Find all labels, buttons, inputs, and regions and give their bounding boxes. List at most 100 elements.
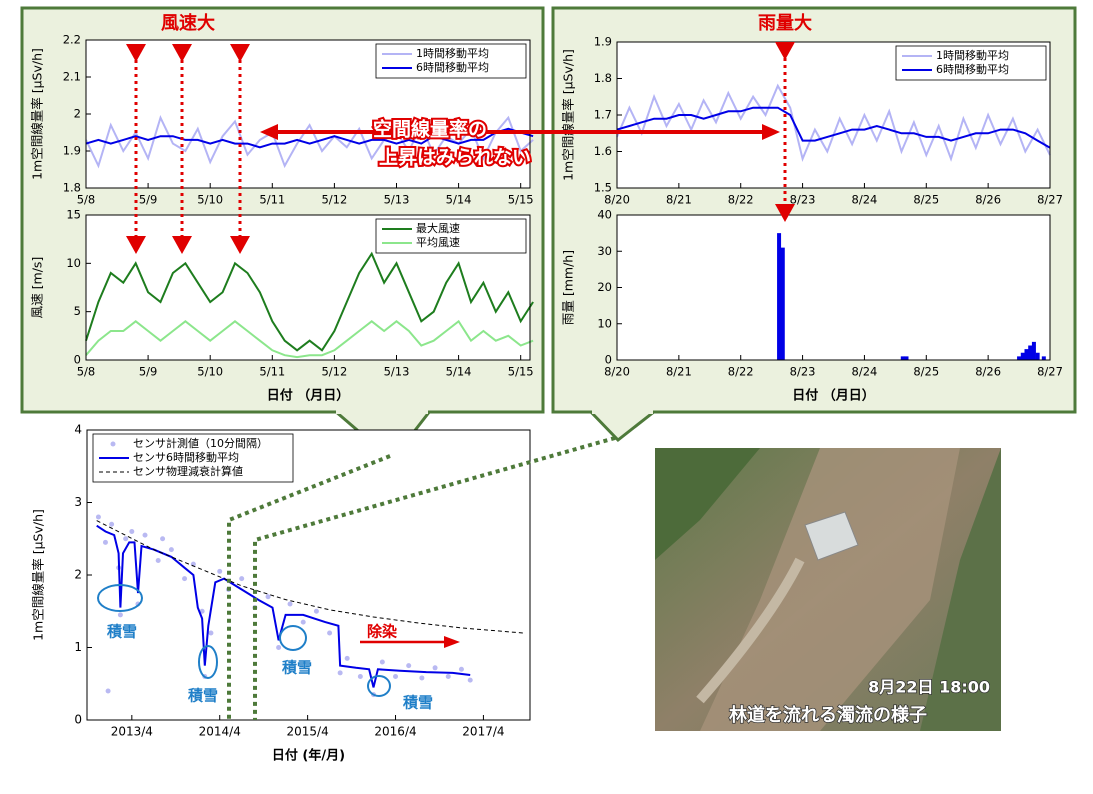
x-tick-label: 5/9 (139, 365, 158, 379)
data-point (445, 674, 451, 679)
marker-arrow (230, 44, 250, 62)
x-tick-label: 5/10 (197, 193, 223, 207)
y-tick-label: 15 (66, 208, 81, 222)
bar (777, 233, 782, 360)
x-tick-label: 5/15 (508, 365, 534, 379)
x-tick-label: 8/24 (852, 193, 878, 207)
y-axis-label: 雨量 [mm/h] (561, 250, 576, 325)
photo: 8月22日 18:00 林道を流れる濁流の様子 (655, 448, 1001, 731)
plot-marks (85, 251, 534, 359)
y-tick-label: 4 (74, 423, 82, 437)
y-tick-label: 2.1 (63, 70, 81, 84)
marker-arrow (126, 236, 146, 254)
arrow-head (762, 124, 780, 140)
series-line (96, 520, 524, 634)
y-tick-label: 5 (74, 304, 81, 318)
marker-arrow (230, 236, 250, 254)
legend-label: 平均風速 (416, 236, 460, 249)
y-tick-label: 1.7 (594, 108, 612, 122)
photo-slope (700, 448, 960, 731)
data-point (168, 547, 174, 553)
chart: 1.8 1.9 2 2.1 2.2 5/8 5/9 5/10 5/11 5/12 5/13 5/14 5… (30, 33, 534, 207)
bar (1017, 356, 1022, 360)
snow-circles (97, 584, 391, 697)
x-tick-label: 2014/4 (199, 725, 241, 739)
y-tick-label: 1.8 (594, 71, 612, 85)
x-tick-label: 8/25 (913, 193, 939, 207)
arrow-head (444, 636, 460, 648)
data-point (393, 674, 399, 679)
x-tick-label: 2015/4 (287, 725, 329, 739)
y-tick-label: 10 (597, 316, 612, 330)
y-tick-label: 20 (597, 280, 612, 294)
data-point (199, 608, 205, 614)
snow-circle (367, 675, 391, 697)
bar (1035, 352, 1040, 360)
snow-label: 積雪 (187, 687, 218, 705)
data-point (129, 529, 135, 534)
marker-arrow (775, 204, 795, 222)
x-tick-label: 5/14 (446, 365, 472, 379)
legend-label: 6時間移動平均 (936, 62, 1009, 76)
photo-trees (655, 448, 760, 560)
series-line (85, 127, 534, 149)
plot-frame (85, 39, 531, 189)
data-point (406, 663, 412, 669)
y-axis-label: 1m空間線量率 [μSv/h] (31, 509, 46, 641)
legend-label: センサ6時間移動平均 (133, 450, 239, 464)
data-point (160, 536, 166, 542)
x-tick-label: 5/14 (446, 193, 472, 207)
x-tick-label: 5/12 (321, 365, 347, 379)
y-tick-label: 10 (66, 256, 81, 270)
y-axis-label: 1m空間線量率 [μSv/h] (561, 49, 576, 181)
wind-markers (134, 58, 787, 236)
no-rise-label: 上昇はみられない (379, 147, 531, 169)
data-point (105, 688, 111, 694)
photo-vehicle (804, 511, 859, 561)
x-tick-label: 5/13 (384, 365, 410, 379)
y-tick-label: 0 (605, 353, 612, 367)
x-tick-label: 5/11 (259, 365, 285, 379)
x-tick-label: 8/23 (790, 365, 816, 379)
x-tick-label: 8/21 (666, 193, 692, 207)
data-point (109, 521, 115, 527)
rain-high-label: 雨量大 (758, 12, 812, 34)
wind-high-label: 風速大 (161, 12, 215, 34)
decon-label: 除染 (367, 623, 398, 641)
snow-circle (198, 645, 218, 679)
marker-arrow (172, 236, 192, 254)
data-point (327, 630, 333, 636)
marker-arrow (126, 44, 146, 62)
data-point (217, 568, 223, 574)
chart: 0 5 10 15 5/8 5/9 5/10 5/11 5/12 5/13 5/14 5/15 風速 [… (30, 208, 534, 404)
x-tick-label: 8/24 (852, 365, 878, 379)
plot-marks (95, 514, 524, 698)
x-axis-label: 日付 （月日） (792, 388, 875, 404)
plot-frame (85, 214, 531, 361)
x-tick-label: 5/8 (77, 193, 96, 207)
data-point (379, 659, 385, 665)
chart: 1.5 1.6 1.7 1.8 1.9 8/20 8/21 8/22 8/23 8/24 8/25 8… (561, 35, 1063, 207)
photo-caption: 林道を流れる濁流の様子 (729, 704, 927, 726)
data-point (419, 675, 425, 681)
plot-area (617, 215, 1050, 360)
data-point (155, 558, 161, 563)
marker-arrows (126, 42, 795, 648)
y-tick-label: 1.5 (594, 181, 612, 195)
data-point (123, 536, 129, 542)
data-point (239, 576, 245, 582)
y-tick-label: 2 (74, 107, 81, 121)
y-tick-label: 0 (74, 713, 82, 727)
plot-marks (777, 233, 1046, 360)
arrow-head (260, 124, 278, 140)
data-point (337, 670, 343, 676)
y-tick-label: 1 (74, 640, 82, 654)
bar (1028, 345, 1033, 360)
bar (1041, 356, 1046, 360)
plot-marks (85, 114, 534, 169)
snow-labels: 積雪 積雪 積雪 積雪 (106, 623, 433, 712)
plot-marks (616, 83, 1051, 162)
snow-circle (97, 584, 143, 612)
x-tick-label: 8/25 (913, 365, 939, 379)
